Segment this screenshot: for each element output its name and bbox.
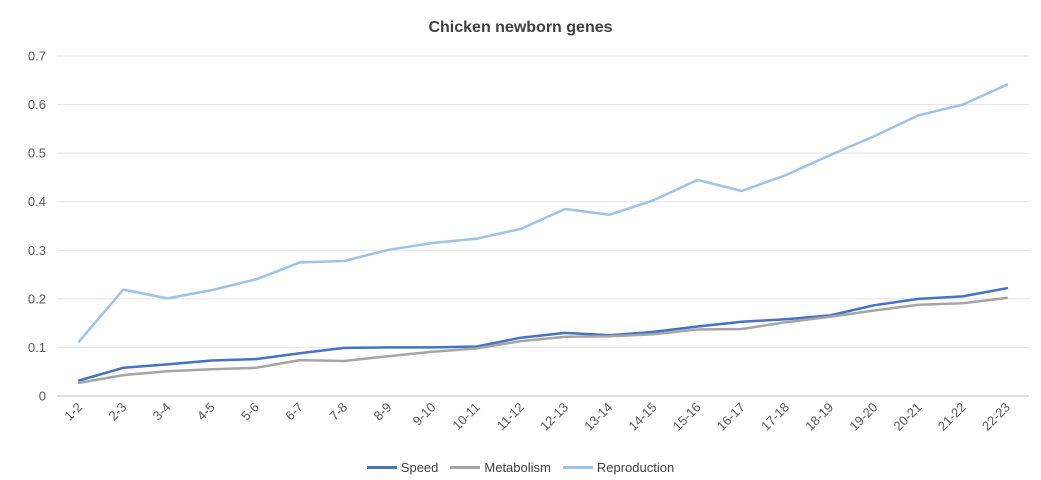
x-tick-label: 17-18 [758, 400, 792, 434]
x-axis-ticks: 1-2 2-3 3-4 4-5 5-6 6-7 7-8 8-9 9-10 10-11 11-12 12… [61, 400, 1013, 434]
x-tick-label: 10-11 [449, 400, 482, 433]
y-tick-label: 0.2 [28, 291, 46, 306]
y-tick-label: 0.7 [28, 49, 46, 64]
x-tick-label: 20-21 [891, 400, 925, 434]
x-tick-label: 9-10 [410, 400, 439, 429]
x-tick-label: 6-7 [282, 400, 306, 424]
series-line-reproduction [77, 83, 1009, 343]
legend: Speed Metabolism Reproduction [0, 460, 1041, 475]
y-tick-label: 0.3 [28, 243, 46, 258]
y-tick-label: 0.4 [28, 194, 46, 209]
x-tick-label: 21-22 [935, 400, 969, 434]
y-tick-label: 0.1 [28, 340, 46, 355]
x-tick-label: 7-8 [326, 400, 350, 424]
series-line-speed [77, 286, 1009, 382]
x-tick-label: 8-9 [371, 400, 395, 424]
y-axis-ticks: 0 0.1 0.2 0.3 0.4 0.5 0.6 0.7 [28, 49, 46, 404]
gridlines [57, 55, 1029, 397]
x-tick-label: 18-19 [802, 400, 836, 434]
legend-item-speed: Speed [366, 460, 439, 475]
legend-label: Metabolism [484, 460, 551, 475]
y-tick-label: 0.5 [28, 146, 46, 161]
legend-item-reproduction: Reproduction [562, 460, 675, 475]
legend-swatch [366, 466, 397, 469]
legend-label: Reproduction [596, 460, 675, 475]
x-tick-label: 1-2 [61, 400, 85, 424]
x-tick-label: 3-4 [150, 400, 174, 424]
y-tick-label: 0.6 [28, 97, 46, 112]
y-tick-label: 0 [39, 389, 46, 404]
x-tick-label: 5-6 [238, 400, 262, 424]
x-tick-label: 19-20 [846, 400, 880, 434]
series-lines [77, 83, 1009, 385]
x-tick-label: 4-5 [194, 400, 218, 424]
legend-swatch [450, 466, 481, 469]
chart-title: Chicken newborn genes [428, 19, 613, 36]
x-tick-label: 15-16 [670, 400, 704, 434]
x-tick-label: 13-14 [581, 400, 615, 434]
legend-label: Speed [400, 460, 439, 475]
x-tick-label: 11-12 [494, 400, 527, 433]
x-tick-label: 16-17 [714, 400, 748, 434]
legend-swatch [562, 466, 593, 469]
x-tick-label: 14-15 [625, 400, 659, 434]
x-tick-label: 12-13 [537, 400, 571, 434]
legend-item-metabolism: Metabolism [450, 460, 551, 475]
x-tick-label: 2-3 [105, 400, 129, 424]
series-line-metabolism [77, 296, 1009, 385]
x-tick-label: 22-23 [979, 400, 1013, 434]
